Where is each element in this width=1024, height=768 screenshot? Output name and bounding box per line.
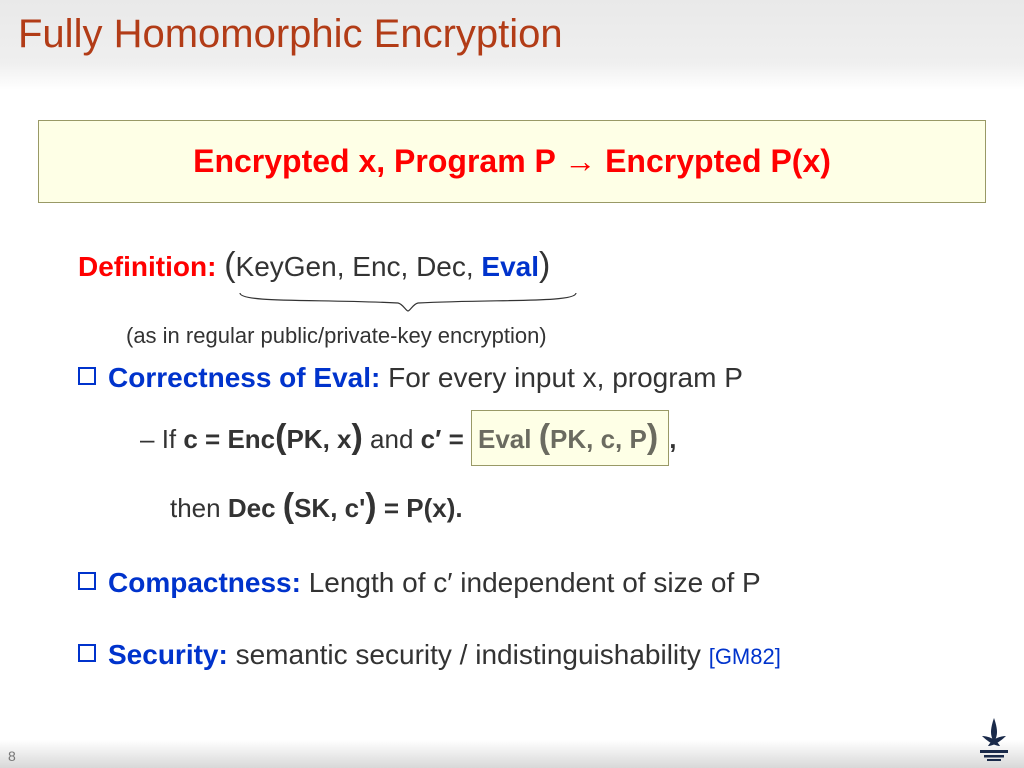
and-word: and [363,424,421,454]
slide-body: Definition: (KeyGen, Enc, Dec, Eval) (as… [0,203,1024,674]
if-word: If [162,424,184,454]
bullet-correctness: Correctness of Eval: For every input x, … [78,359,964,397]
security-ref: [GM82] [709,644,781,669]
compactness-label: Compactness: [108,567,301,598]
highlight-box: Encrypted x, Program P → Encrypted P(x) [38,120,986,203]
correctness-then-line: then Dec (SK, c') = P(x). [170,484,964,530]
dec-word: Dec [228,493,283,523]
correctness-rest: For every input x, program P [380,362,743,393]
bullet-security-text: Security: semantic security / indistingu… [108,636,781,674]
then-word: then [170,493,228,523]
bullet-compactness-text: Compactness: Length of c′ independent of… [108,564,761,602]
open-paren: ( [224,246,235,284]
dash: – [140,424,162,454]
enc-args: PK, x [286,424,351,454]
slide-title: Fully Homomorphic Encryption [18,12,1006,57]
title-bar: Fully Homomorphic Encryption [0,0,1024,90]
footer-bar [0,740,1024,768]
definition-line: Definition: (KeyGen, Enc, Dec, Eval) [78,243,964,289]
correctness-label: Correctness of Eval: [108,362,380,393]
technion-logo-icon [974,716,1014,762]
cprime-eq: c′ = [421,424,471,454]
bullet-compactness: Compactness: Length of c′ independent of… [78,564,964,602]
bullet-icon [78,572,96,590]
trailing-comma: , [669,424,676,454]
security-rest: semantic security / indistinguishability [228,639,709,670]
underbrace [238,291,578,321]
slide: Fully Homomorphic Encryption Encrypted x… [0,0,1024,768]
c-eq-enc: c = Enc [183,424,275,454]
correctness-sub-line: – If c = Enc(PK, x) and c′ = Eval (PK, c… [140,410,964,466]
bullet-icon [78,644,96,662]
eval-word-grey: Eval [478,424,539,454]
eval-keyword: Eval [481,251,539,282]
bullet-correctness-text: Correctness of Eval: For every input x, … [108,359,743,397]
eq-px: = P(x). [377,493,463,523]
bullet-icon [78,367,96,385]
definition-label: Definition: [78,251,216,282]
page-number: 8 [8,748,16,764]
security-label: Security: [108,639,228,670]
eval-highlight-box: Eval (PK, c, P) [471,410,669,466]
highlight-text: Encrypted x, Program P → Encrypted P(x) [193,143,831,179]
dec-args: SK, c' [294,493,365,523]
underbrace-icon [238,291,578,313]
compactness-rest: Length of c′ independent of size of P [301,567,761,598]
bullet-security: Security: semantic security / indistingu… [78,636,964,674]
definition-note: (as in regular public/private-key encryp… [126,321,964,351]
eval-args: PK, c, P [550,424,647,454]
close-paren: ) [539,246,550,284]
definition-tuple: KeyGen, Enc, Dec, [236,251,482,282]
